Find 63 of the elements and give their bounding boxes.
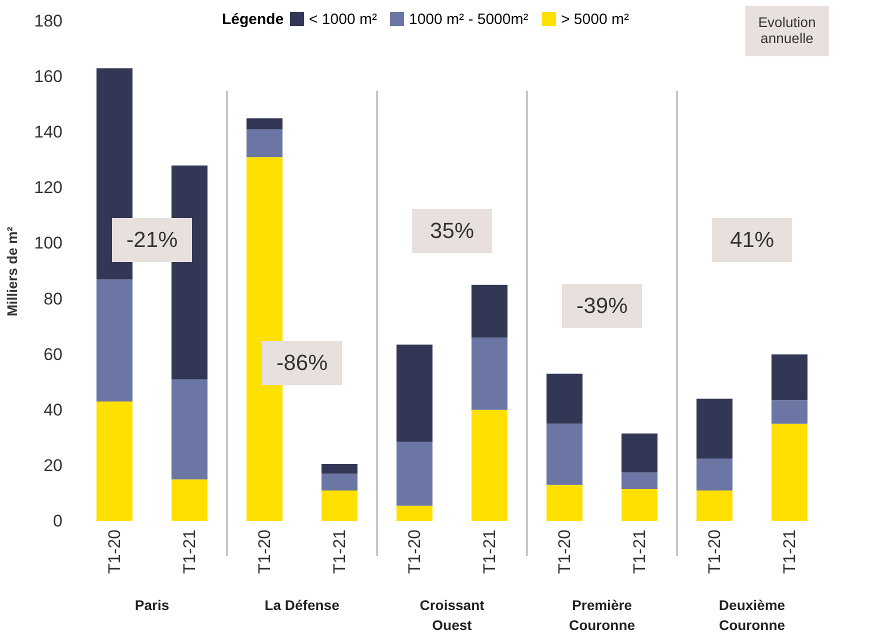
annotation: Evolution annuelle — [758, 14, 816, 46]
x-tick-label: T1-21 — [630, 530, 649, 574]
y-axis-title: Milliers de m² — [4, 226, 20, 316]
y-tick-label: 80 — [44, 289, 62, 308]
bar — [172, 479, 208, 521]
bar — [472, 410, 508, 521]
bar — [772, 400, 808, 424]
bar — [322, 490, 358, 521]
legend-title: Légende — [222, 11, 284, 28]
bar — [622, 472, 658, 490]
text: La Défense — [264, 597, 340, 613]
text: Croissant Ouest — [420, 597, 485, 633]
bar — [696, 398, 732, 458]
y-tick-label: 160 — [34, 67, 62, 86]
bar — [696, 490, 732, 521]
bar — [396, 506, 432, 521]
annotation: -86% — [276, 350, 328, 375]
x-tick-label: T1-21 — [330, 530, 349, 574]
x-tick-label: T1-21 — [780, 530, 799, 574]
bar — [622, 489, 658, 521]
y-tick-label: 180 — [34, 12, 62, 30]
annotation: 41% — [730, 227, 774, 252]
bar — [96, 279, 132, 402]
text: Première Couronne — [568, 597, 636, 633]
y-tick-label: 100 — [34, 234, 62, 253]
y-tick-label: 0 — [53, 512, 62, 530]
bar — [472, 284, 508, 338]
bar — [322, 474, 358, 490]
bar — [622, 434, 658, 472]
x-tick-label: T1-20 — [105, 530, 124, 574]
bar — [322, 464, 358, 474]
x-tick-label: T1-21 — [180, 530, 199, 574]
y-tick-label: 120 — [34, 178, 62, 198]
bar — [472, 338, 508, 410]
y-tick-label: 140 — [34, 122, 62, 142]
text: Paris — [134, 597, 170, 613]
x-tick-label: T1-20 — [255, 530, 274, 574]
bar — [772, 354, 808, 400]
text: Deuxième Couronne — [718, 597, 786, 633]
bar — [246, 129, 282, 158]
legend-label: < 1000 m² — [309, 11, 377, 28]
bar — [772, 424, 808, 521]
y-tick-label: 20 — [44, 456, 62, 475]
annotation: -39% — [576, 293, 628, 318]
annotation: 35% — [430, 218, 474, 243]
bar — [546, 424, 582, 485]
bar — [246, 118, 282, 130]
y-tick-label: 60 — [44, 344, 62, 364]
annotation: -21% — [126, 227, 178, 252]
bar — [696, 458, 732, 490]
x-tick-label: T1-20 — [555, 530, 574, 574]
x-tick-label: T1-20 — [705, 530, 724, 574]
bar — [396, 442, 432, 506]
bar — [172, 379, 208, 480]
bar — [546, 484, 582, 521]
bar — [546, 374, 582, 424]
x-tick-label: T1-20 — [405, 530, 424, 574]
bar — [96, 402, 132, 521]
y-tick-label: 40 — [44, 400, 62, 420]
x-tick-label: T1-21 — [480, 530, 499, 574]
legend-label: > 5000 m² — [561, 11, 629, 28]
bar — [396, 344, 432, 442]
legend-label: 1000 m² - 5000m² — [409, 11, 528, 28]
